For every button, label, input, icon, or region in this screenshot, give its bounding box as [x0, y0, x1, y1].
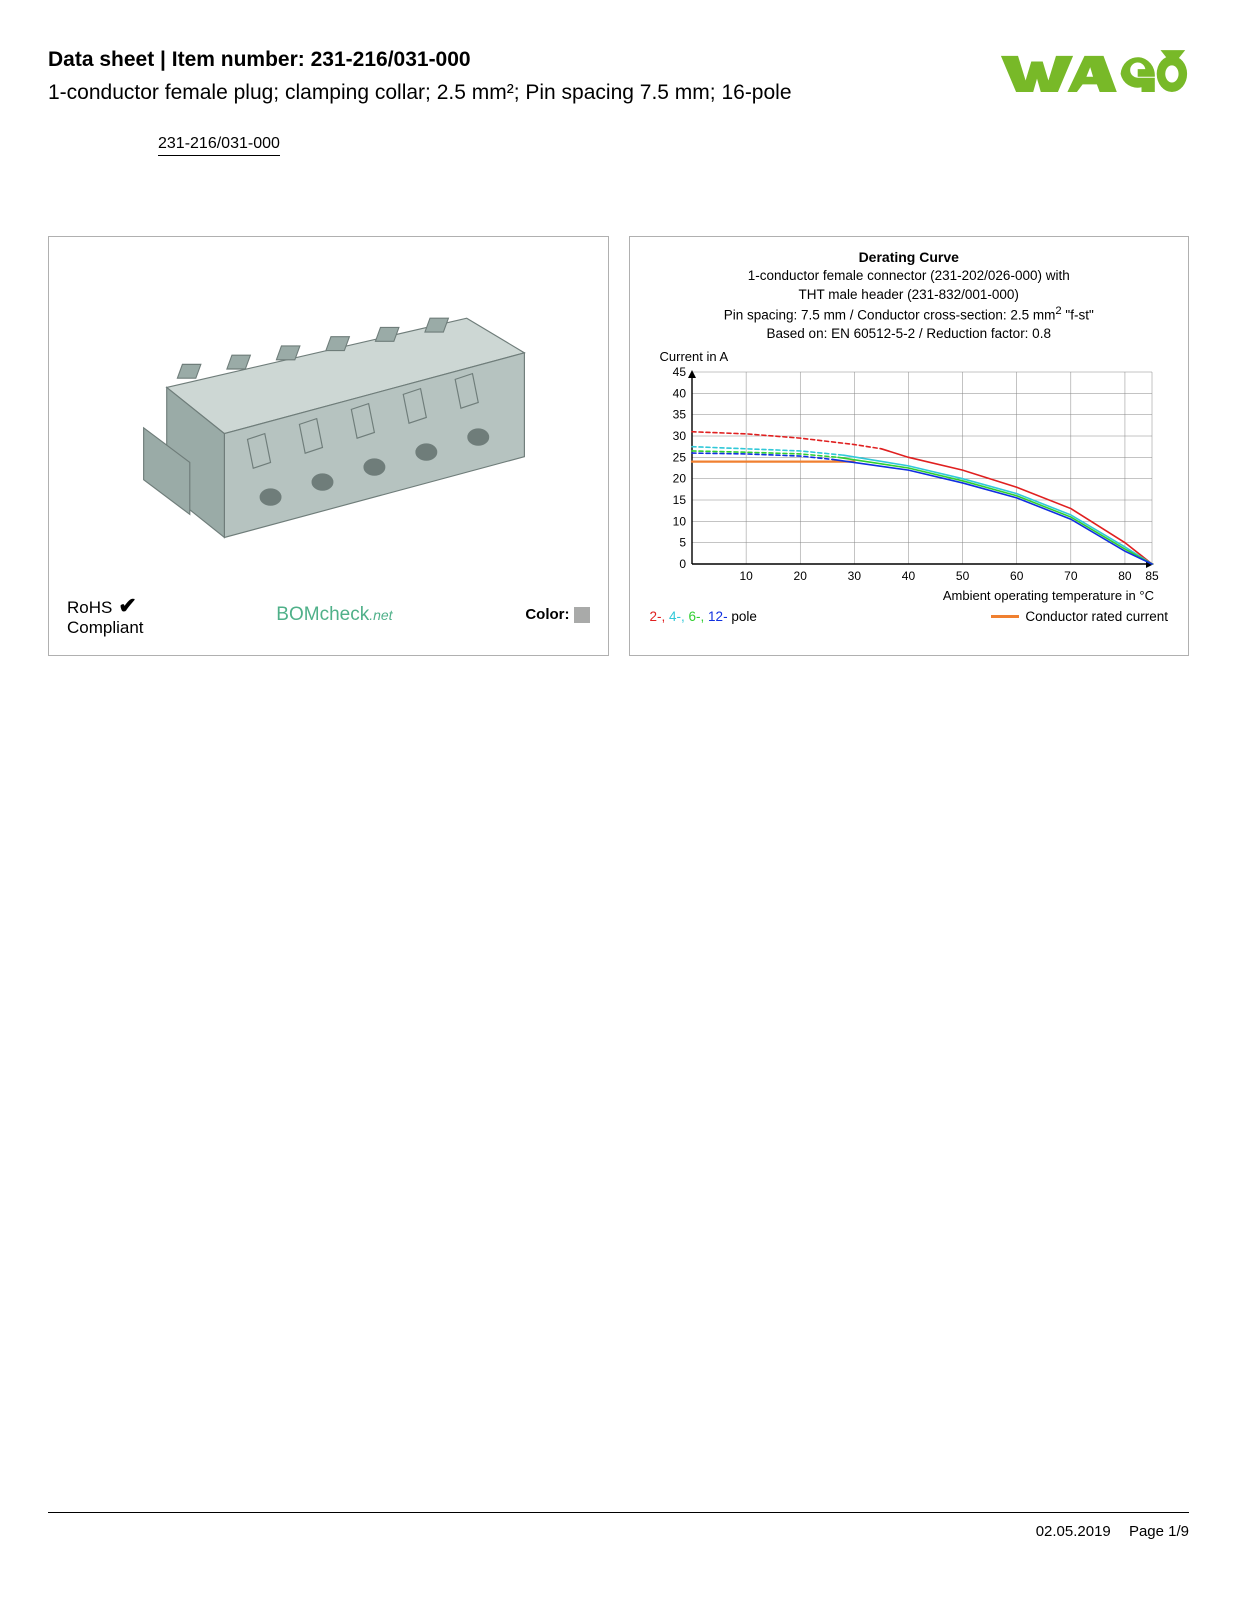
wago-logo	[999, 48, 1189, 101]
title-prefix: Data sheet	[48, 48, 154, 71]
product-footer-row: RoHS ✔ Compliant BOMcheck.net Color:	[67, 593, 590, 638]
svg-text:0: 0	[679, 557, 686, 571]
panels-row: RoHS ✔ Compliant BOMcheck.net Color: Dera…	[48, 236, 1189, 656]
rohs-compliant: Compliant	[67, 618, 144, 637]
chart-sub2: THT male header (231-832/001-000)	[642, 286, 1177, 304]
check-icon: ✔	[118, 593, 136, 618]
chart-sub3b: "f-st"	[1062, 307, 1094, 322]
svg-text:20: 20	[672, 471, 686, 485]
svg-text:35: 35	[672, 407, 686, 421]
chart-legend: 2-, 4-, 6-, 12- pole Conductor rated cur…	[642, 609, 1177, 624]
header: Data sheet | Item number: 231-216/031-00…	[48, 48, 1189, 156]
color-label-text: Color:	[525, 606, 569, 623]
svg-text:40: 40	[902, 569, 916, 583]
svg-text:70: 70	[1064, 569, 1078, 583]
svg-text:10: 10	[739, 569, 753, 583]
bomcheck-main: BOMcheck	[276, 604, 369, 625]
chart-panel: Derating Curve 1-conductor female connec…	[629, 236, 1190, 656]
legend-pole-suffix: pole	[728, 609, 757, 624]
legend-rated-label: Conductor rated current	[1025, 609, 1168, 624]
svg-text:45: 45	[672, 366, 686, 379]
legend-poles: 2-, 4-, 6-, 12- pole	[650, 609, 757, 624]
legend-2pole: 2-,	[650, 609, 666, 624]
legend-12pole: 12-	[704, 609, 727, 624]
product-panel: RoHS ✔ Compliant BOMcheck.net Color:	[48, 236, 609, 656]
svg-text:10: 10	[672, 514, 686, 528]
bomcheck-badge: BOMcheck.net	[276, 604, 392, 626]
chart-sub3: Pin spacing: 7.5 mm / Conductor cross-se…	[642, 304, 1177, 325]
bomcheck-suffix: .net	[369, 607, 392, 623]
svg-text:60: 60	[1010, 569, 1024, 583]
legend-rated: Conductor rated current	[991, 609, 1168, 624]
svg-text:80: 80	[1118, 569, 1132, 583]
chart-y-axis-label: Current in A	[660, 349, 1177, 364]
footer-page: Page 1/9	[1129, 1523, 1189, 1540]
svg-text:30: 30	[672, 429, 686, 443]
svg-text:50: 50	[956, 569, 970, 583]
title-line: Data sheet | Item number: 231-216/031-00…	[48, 48, 979, 72]
subtitle: 1-conductor female plug; clamping collar…	[48, 78, 979, 107]
legend-rated-line	[991, 615, 1019, 618]
product-image	[61, 249, 596, 549]
svg-text:30: 30	[847, 569, 861, 583]
legend-6pole: 6-,	[685, 609, 705, 624]
rohs-text: RoHS	[67, 598, 112, 617]
footer-date: 02.05.2019	[1036, 1523, 1111, 1540]
chart-sub1: 1-conductor female connector (231-202/02…	[642, 267, 1177, 285]
svg-text:85: 85	[1145, 569, 1159, 583]
title-item-number: 231-216/031-000	[311, 48, 471, 71]
item-number-link[interactable]: 231-216/031-000	[158, 135, 280, 156]
header-text: Data sheet | Item number: 231-216/031-00…	[48, 48, 999, 156]
svg-text:20: 20	[793, 569, 807, 583]
page-footer: 02.05.2019 Page 1/9	[48, 1512, 1189, 1540]
chart-sub4: Based on: EN 60512-5-2 / Reduction facto…	[642, 325, 1177, 343]
legend-4pole: 4-,	[665, 609, 685, 624]
chart-sub3a: Pin spacing: 7.5 mm / Conductor cross-se…	[724, 307, 1056, 322]
svg-text:40: 40	[672, 386, 686, 400]
color-swatch	[574, 607, 590, 623]
title-item-label: Item number:	[172, 48, 305, 71]
chart-plot: 0 5 10 15 20 25 30 35 40 45 10 20 30 40 50 60 70 80 85	[642, 366, 1177, 586]
svg-text:25: 25	[672, 450, 686, 464]
color-indicator: Color:	[525, 606, 589, 623]
svg-text:15: 15	[672, 493, 686, 507]
chart-title: Derating Curve	[642, 249, 1177, 265]
chart-x-axis-label: Ambient operating temperature in °C	[642, 588, 1177, 603]
rohs-badge: RoHS ✔ Compliant	[67, 593, 144, 638]
svg-text:5: 5	[679, 535, 686, 549]
title-sep: |	[154, 48, 172, 71]
